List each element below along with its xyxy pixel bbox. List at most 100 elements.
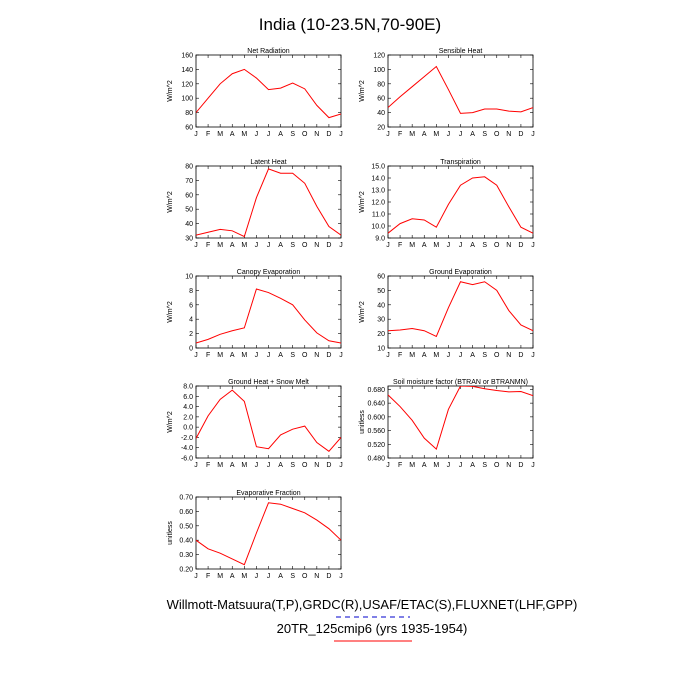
x-tick-label: A <box>230 131 235 138</box>
x-tick-label: M <box>241 462 247 469</box>
x-tick-label: M <box>409 352 415 359</box>
x-tick-label: J <box>267 242 271 249</box>
y-tick-label: 11.0 <box>372 212 385 219</box>
y-tick-label: 0.20 <box>179 567 193 574</box>
x-tick-label: M <box>409 462 415 469</box>
series-line <box>196 502 341 566</box>
x-tick-label: A <box>278 131 283 138</box>
y-tick-label: 50 <box>185 207 193 214</box>
y-tick-label: 4.0 <box>183 404 193 411</box>
x-tick-label: D <box>518 352 523 359</box>
y-tick-label: 100 <box>181 96 193 103</box>
y-tick-label: -6.0 <box>181 456 193 463</box>
x-tick-label: J <box>531 352 535 359</box>
x-tick-label: J <box>255 573 259 580</box>
y-tick-label: 60 <box>377 96 385 103</box>
y-tick-label: 40 <box>377 110 385 117</box>
x-tick-label: J <box>447 131 451 138</box>
x-tick-label: J <box>459 131 463 138</box>
y-tick-label: 140 <box>181 67 193 74</box>
x-tick-label: O <box>494 131 500 138</box>
y-axis-label: W/m^2 <box>359 80 366 102</box>
y-tick-label: 0.70 <box>179 495 193 502</box>
panel-frame <box>387 165 534 239</box>
x-tick-label: M <box>241 352 247 359</box>
panel-title: Soil moisture factor (BTRAN or BTRANMN) <box>393 379 528 386</box>
panel-frame <box>195 496 342 570</box>
x-tick-label: J <box>267 462 271 469</box>
panel-frame <box>195 54 342 128</box>
x-tick-label: F <box>398 462 402 469</box>
panel-title: Sensible Heat <box>439 48 483 55</box>
y-tick-label: -2.0 <box>181 435 193 442</box>
x-tick-label: M <box>241 242 247 249</box>
x-tick-label: F <box>206 573 210 580</box>
x-tick-label: D <box>518 131 523 138</box>
x-tick-label: J <box>339 242 343 249</box>
y-axis-label: unitless <box>359 410 366 434</box>
y-axis-label: W/m^2 <box>167 301 174 323</box>
x-tick-label: S <box>290 242 295 249</box>
x-tick-label: A <box>470 131 475 138</box>
y-tick-label: 6.0 <box>183 394 193 401</box>
x-tick-label: J <box>386 462 390 469</box>
x-tick-label: A <box>470 462 475 469</box>
y-tick-label: 10 <box>185 274 193 281</box>
x-tick-label: F <box>206 462 210 469</box>
x-tick-label: J <box>194 242 198 249</box>
x-tick-label: F <box>398 352 402 359</box>
x-tick-label: N <box>314 573 319 580</box>
y-tick-label: 80 <box>185 164 193 171</box>
x-tick-label: J <box>339 352 343 359</box>
x-tick-label: S <box>482 242 487 249</box>
x-tick-label: J <box>386 131 390 138</box>
x-tick-label: J <box>267 573 271 580</box>
y-tick-label: 15.0 <box>371 164 385 171</box>
y-tick-label: 40 <box>185 221 193 228</box>
x-tick-label: J <box>447 462 451 469</box>
series-line <box>196 168 341 238</box>
x-tick-label: N <box>506 462 511 469</box>
x-tick-label: N <box>314 352 319 359</box>
x-tick-label: S <box>290 352 295 359</box>
y-tick-label: 80 <box>185 110 193 117</box>
x-tick-label: S <box>482 131 487 138</box>
y-tick-label: 0.40 <box>179 538 193 545</box>
x-tick-label: F <box>398 131 402 138</box>
series-line <box>196 68 341 119</box>
x-tick-label: J <box>255 131 259 138</box>
y-tick-label: -4.0 <box>181 445 193 452</box>
x-tick-label: M <box>241 573 247 580</box>
x-tick-label: S <box>482 462 487 469</box>
y-tick-label: 13.0 <box>371 188 385 195</box>
x-tick-label: J <box>447 242 451 249</box>
y-tick-label: 0.60 <box>179 509 193 516</box>
y-tick-label: 0.30 <box>179 552 193 559</box>
footer-observations: Willmott-Matsuura(T,P),GRDC(R),USAF/ETAC… <box>167 597 578 612</box>
x-tick-label: J <box>339 573 343 580</box>
panel-frame <box>387 275 534 349</box>
x-tick-label: O <box>494 462 500 469</box>
x-tick-label: J <box>531 242 535 249</box>
x-tick-label: A <box>422 462 427 469</box>
y-tick-label: 50 <box>377 288 385 295</box>
x-tick-label: D <box>326 131 331 138</box>
y-tick-label: 30 <box>377 317 385 324</box>
panel-title: Canopy Evaporation <box>237 269 301 276</box>
x-tick-label: M <box>433 462 439 469</box>
x-tick-label: A <box>278 462 283 469</box>
y-tick-label: 40 <box>377 302 385 309</box>
y-tick-label: 120 <box>373 53 385 60</box>
series-line <box>388 386 533 450</box>
x-tick-label: O <box>302 462 308 469</box>
x-tick-label: M <box>433 131 439 138</box>
panel-title: Ground Evaporation <box>429 269 492 276</box>
x-tick-label: O <box>302 573 308 580</box>
x-tick-label: N <box>506 131 511 138</box>
y-tick-label: 20 <box>377 125 385 132</box>
